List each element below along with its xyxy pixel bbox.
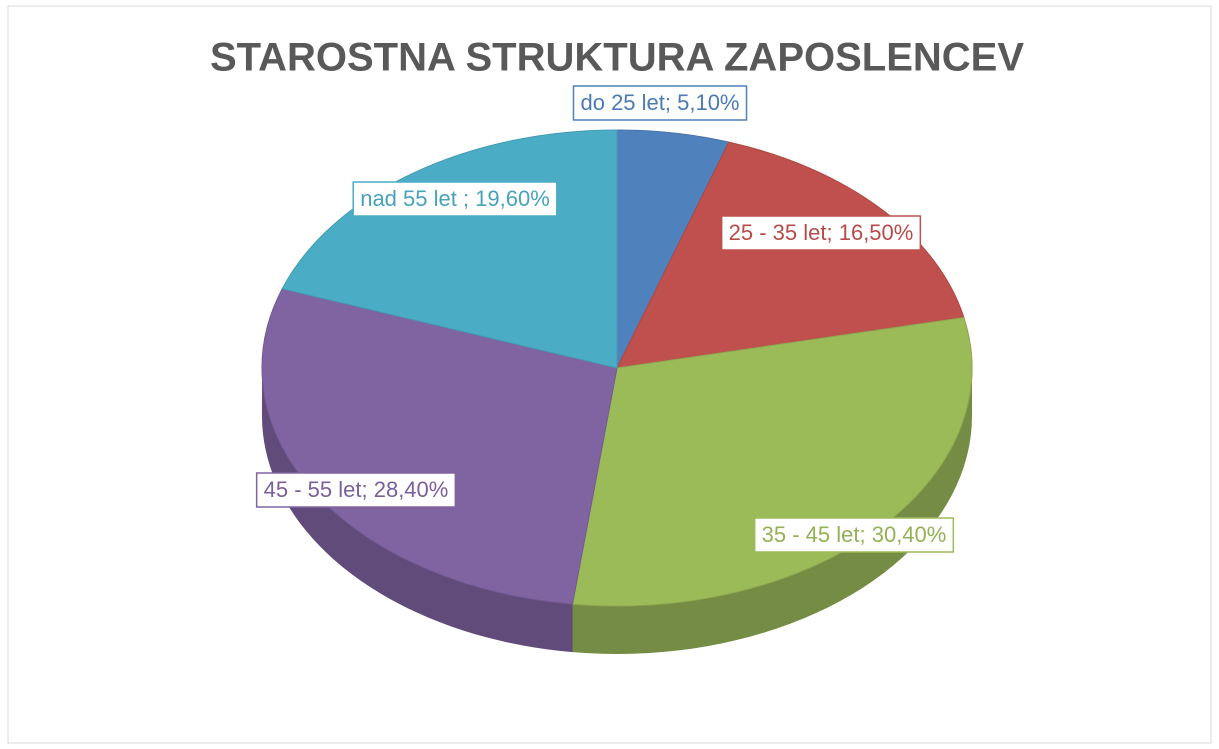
data-label-text: 45 - 55 let; 28,40% xyxy=(264,477,449,502)
pie-side xyxy=(262,368,573,653)
data-label: do 25 let; 5,10% xyxy=(572,85,748,121)
data-label-box xyxy=(720,215,922,251)
data-label-text: 35 - 45 let; 30,40% xyxy=(762,522,947,547)
chart-title: STAROSTNA STRUKTURA ZAPOSLENCEV xyxy=(210,36,1024,80)
data-label: 25 - 35 let; 16,50% xyxy=(720,215,922,251)
data-label: 35 - 45 let; 30,40% xyxy=(753,517,955,553)
data-label-text: 25 - 35 let; 16,50% xyxy=(729,220,914,245)
pie-side xyxy=(572,368,972,654)
data-label-text: nad 55 let ; 19,60% xyxy=(360,186,550,211)
pie-slice xyxy=(616,141,965,369)
data-label-box xyxy=(753,517,955,553)
data-label: nad 55 let ; 19,60% xyxy=(352,181,558,217)
data-label-text: do 25 let; 5,10% xyxy=(580,90,739,115)
data-label-box xyxy=(572,85,748,121)
data-label: 45 - 55 let; 28,40% xyxy=(255,472,457,508)
data-label-box xyxy=(352,181,558,217)
data-label-box xyxy=(255,472,457,508)
